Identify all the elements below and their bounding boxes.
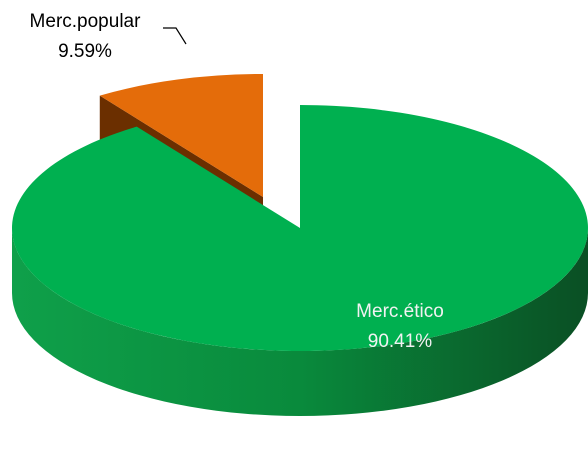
- category-label: Merc.ético: [356, 301, 444, 322]
- slice-side: [12, 228, 588, 416]
- value-label: 9.59%: [58, 41, 112, 62]
- leader-line: [163, 27, 187, 45]
- pie-slice: [11, 105, 588, 351]
- value-label: 90.41%: [368, 331, 433, 352]
- pie-slice: [99, 74, 263, 197]
- category-label: Merc.popular: [30, 11, 142, 32]
